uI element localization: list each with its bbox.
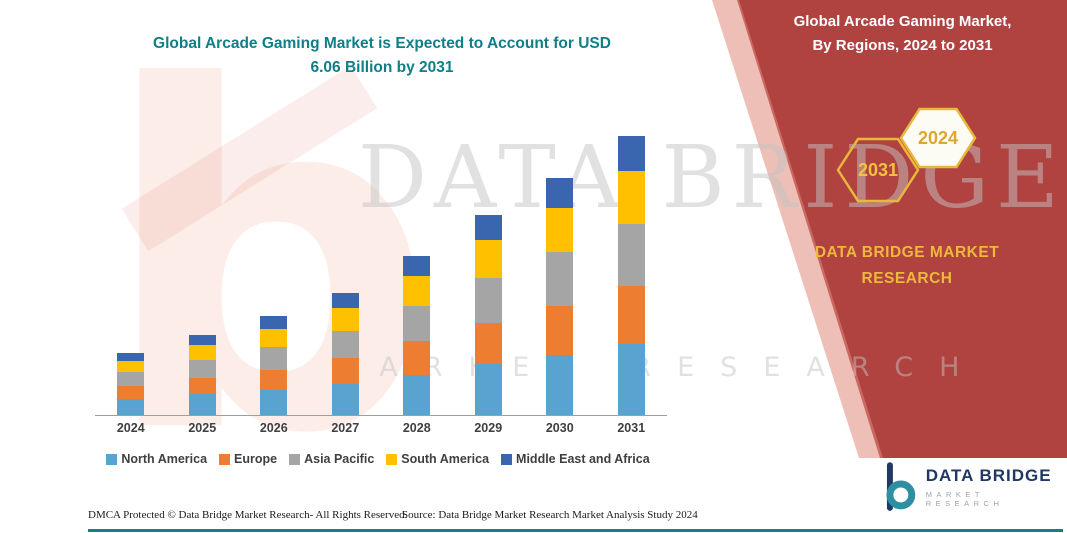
bar-segment — [617, 286, 645, 344]
bar-segment — [117, 360, 145, 373]
hexagon-2024-label: 2024 — [918, 128, 958, 148]
side-panel-brand-line2: RESEARCH — [861, 269, 953, 287]
side-panel-heading: Global Arcade Gaming Market, By Regions,… — [755, 10, 1050, 58]
bar-segment — [331, 293, 359, 308]
bar-segment — [117, 352, 145, 361]
legend-label: Asia Pacific — [304, 452, 375, 466]
bar-2030 — [546, 178, 574, 415]
bar-segment — [188, 359, 216, 378]
bar-2027 — [331, 293, 359, 415]
legend-label: North America — [121, 452, 208, 466]
bar-segment — [260, 329, 288, 348]
legend-swatch — [219, 453, 231, 465]
bar-segment — [403, 305, 431, 342]
bar-segment — [474, 277, 502, 324]
bar-segment — [546, 207, 574, 253]
footer-source-text: Source: Data Bridge Market Research Mark… — [402, 509, 698, 521]
side-panel-heading-line2: By Regions, 2024 to 2031 — [812, 37, 993, 54]
legend-item: Middle East and Africa — [501, 452, 650, 466]
bar-segment — [403, 256, 431, 276]
bar-segment — [117, 372, 145, 387]
logo-name: DATA BRIDGE — [925, 466, 1052, 485]
bar-segment — [403, 374, 431, 415]
bar-segment — [117, 386, 145, 399]
bar-segment — [617, 343, 645, 415]
bar-segment — [546, 306, 574, 356]
data-bridge-logo-text: DATA BRIDGE MARKET RESEARCH — [926, 466, 1067, 508]
hexagon-2024-shape — [899, 107, 977, 169]
bar-segment — [188, 377, 216, 395]
data-bridge-logo: DATA BRIDGE MARKET RESEARCH — [880, 462, 1067, 512]
bar-2025 — [188, 334, 216, 415]
bar-2024 — [117, 352, 145, 415]
legend-swatch — [106, 453, 118, 465]
x-tick-label: 2030 — [545, 421, 574, 435]
bar-2026 — [260, 316, 288, 415]
bar-2031 — [617, 136, 645, 415]
bar-segment — [403, 275, 431, 306]
bar-segment — [260, 389, 288, 415]
side-panel-brand-text: DATA BRIDGE MARKET RESEARCH — [788, 240, 1026, 291]
hexagon-2031-shape — [836, 137, 920, 203]
bar-segment — [260, 347, 288, 370]
legend-item: Europe — [219, 452, 277, 466]
bar-segment — [617, 223, 645, 287]
bar-segment — [331, 330, 359, 359]
footer-divider-line — [88, 529, 1063, 532]
bar-segment — [546, 252, 574, 307]
chart-title: Global Arcade Gaming Market is Expected … — [108, 32, 656, 80]
legend-item: Asia Pacific — [289, 452, 374, 466]
bar-segment — [117, 398, 145, 415]
legend-label: Middle East and Africa — [516, 452, 650, 466]
x-tick-label: 2025 — [188, 421, 217, 435]
side-panel-heading-line1: Global Arcade Gaming Market, — [793, 13, 1012, 30]
legend-label: Europe — [234, 452, 278, 466]
bar-segment — [617, 170, 645, 224]
bar-segment — [617, 136, 645, 171]
x-tick-label: 2024 — [116, 421, 145, 435]
bar-segment — [474, 214, 502, 241]
x-tick-label: 2029 — [474, 421, 503, 435]
legend: North America Europe Asia Pacific South Ame… — [78, 452, 678, 466]
bar-segment — [260, 316, 288, 330]
year-hexagons: 2024 2031 — [836, 107, 977, 203]
legend-swatch — [289, 453, 301, 465]
legend-label: South America — [401, 452, 490, 466]
bar-segment — [188, 394, 216, 415]
bar-segment — [331, 307, 359, 331]
bar-segment — [188, 344, 216, 360]
x-tick-label: 2031 — [617, 421, 646, 435]
bar-segment — [546, 355, 574, 415]
x-tick-label: 2028 — [402, 421, 431, 435]
x-tick-label: 2027 — [331, 421, 360, 435]
bar-segment — [474, 240, 502, 278]
background-brand-b-watermark-icon: b — [100, 0, 437, 533]
legend-swatch — [501, 453, 513, 465]
bar-2028 — [403, 256, 431, 415]
bar-segment — [403, 341, 431, 375]
chart-title-line2: 6.06 Billion by 2031 — [310, 59, 454, 77]
bar-segment — [260, 369, 288, 390]
bar-2029 — [474, 214, 502, 415]
footer-dmca-text: DMCA Protected © Data Bridge Market Rese… — [88, 509, 408, 521]
bar-segment — [188, 334, 216, 345]
stacked-bar-chart — [95, 128, 667, 416]
side-panel-brand-line1: DATA BRIDGE MARKET — [814, 244, 1000, 261]
bar-segment — [331, 383, 359, 415]
logo-subtitle: MARKET RESEARCH — [925, 490, 1004, 508]
bar-segment — [474, 323, 502, 365]
hexagon-2031-label: 2031 — [858, 160, 898, 180]
legend-item: South America — [386, 452, 489, 466]
legend-swatch — [386, 453, 398, 465]
legend-item: North America — [106, 452, 207, 466]
bar-segment — [546, 178, 574, 208]
x-axis-labels: 2024 2025 2026 2027 2028 2029 2030 2031 — [95, 421, 667, 435]
data-bridge-b-icon — [886, 462, 916, 511]
bar-segment — [474, 364, 502, 415]
x-tick-label: 2026 — [259, 421, 288, 435]
bar-segment — [331, 358, 359, 384]
chart-title-line1: Global Arcade Gaming Market is Expected … — [153, 35, 611, 52]
